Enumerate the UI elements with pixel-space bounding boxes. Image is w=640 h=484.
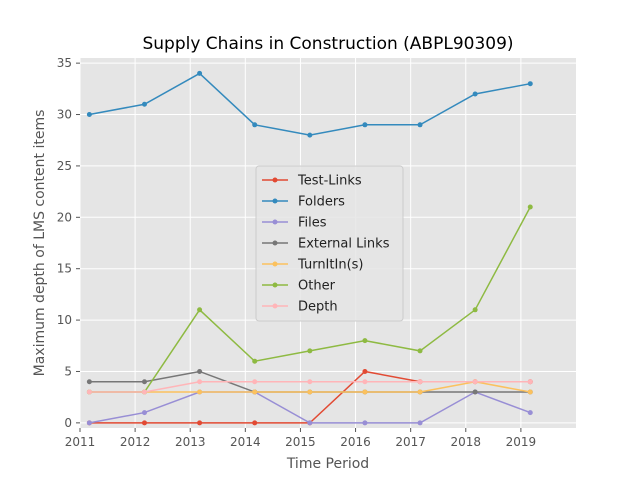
data-point [307, 348, 313, 354]
data-point [197, 307, 203, 313]
data-point [362, 368, 368, 374]
data-point [472, 307, 478, 313]
legend-swatch-marker [272, 219, 278, 225]
data-point [197, 379, 203, 385]
legend: Test-Links Folders Files External Links Turn… [255, 165, 404, 322]
legend-label: Test-Links [297, 174, 362, 189]
legend-item: Other [262, 279, 336, 294]
legend-swatch-marker [272, 198, 278, 204]
data-point [417, 420, 423, 426]
data-point [527, 389, 533, 395]
legend-label: Folders [298, 195, 345, 210]
data-point [86, 389, 92, 395]
x-tick-label: 2016 [340, 435, 371, 449]
data-point [362, 379, 368, 385]
data-point [141, 420, 147, 426]
legend-label: Depth [298, 300, 338, 315]
x-tick-label: 2015 [285, 435, 316, 449]
legend-swatch-marker [272, 261, 278, 267]
data-point [417, 379, 423, 385]
data-point [197, 368, 203, 374]
data-point [86, 420, 92, 426]
y-tick-label: 20 [57, 210, 72, 224]
legend-item: Depth [262, 300, 338, 315]
data-point [307, 420, 313, 426]
axis-ticks: 2011 2012 2013 2014 2015 2016 2017 2018 20190510… [57, 56, 536, 449]
legend-swatch-marker [272, 177, 278, 183]
data-point [307, 389, 313, 395]
data-point [527, 410, 533, 416]
y-tick-label: 0 [64, 416, 72, 430]
data-point [86, 379, 92, 385]
series-other [86, 204, 533, 395]
x-tick-label: 2013 [175, 435, 206, 449]
x-axis-label: Time Period [286, 456, 369, 472]
series-folders [86, 70, 533, 138]
x-tick-label: 2012 [120, 435, 151, 449]
data-point [197, 420, 203, 426]
legend-item: Folders [262, 195, 345, 210]
y-tick-label: 30 [57, 108, 72, 122]
legend-item: TurnItIn(s) [262, 258, 363, 273]
data-point [86, 112, 92, 118]
x-tick-label: 2011 [65, 435, 96, 449]
data-point [417, 122, 423, 128]
data-point [307, 132, 313, 138]
data-point [252, 358, 258, 364]
data-point [362, 420, 368, 426]
y-tick-label: 10 [57, 313, 72, 327]
legend-swatch-marker [272, 282, 278, 288]
x-tick-label: 2018 [451, 435, 482, 449]
series-depth [86, 379, 533, 395]
legend-label: Files [298, 216, 327, 231]
legend-item: External Links [262, 237, 390, 252]
y-tick-label: 5 [64, 364, 72, 378]
series-lines [86, 70, 533, 426]
y-tick-label: 35 [57, 56, 72, 70]
data-point [141, 410, 147, 416]
data-point [252, 420, 258, 426]
legend-swatch-marker [272, 240, 278, 246]
data-point [197, 389, 203, 395]
legend-item: Files [262, 216, 327, 231]
data-point [362, 389, 368, 395]
data-point [472, 379, 478, 385]
data-point [527, 379, 533, 385]
data-point [252, 379, 258, 385]
legend-label: TurnItIn(s) [297, 258, 363, 273]
data-point [417, 389, 423, 395]
legend-swatch-marker [272, 303, 278, 309]
legend-box [255, 165, 404, 322]
data-point [197, 70, 203, 76]
legend-item: Test-Links [262, 174, 362, 189]
data-point [141, 101, 147, 107]
x-tick-label: 2019 [506, 435, 537, 449]
data-point [527, 81, 533, 87]
legend-label: Other [298, 279, 336, 294]
data-point [362, 122, 368, 128]
x-tick-label: 2014 [230, 435, 261, 449]
data-point [472, 389, 478, 395]
y-axis-label: Maximum depth of LMS content items [32, 110, 48, 377]
data-point [527, 204, 533, 210]
x-tick-label: 2017 [395, 435, 426, 449]
data-point [252, 122, 258, 128]
y-tick-label: 25 [57, 159, 72, 173]
data-point [141, 389, 147, 395]
data-point [252, 389, 258, 395]
data-point [307, 379, 313, 385]
data-point [417, 348, 423, 354]
data-point [362, 338, 368, 344]
data-point [472, 91, 478, 97]
y-tick-label: 15 [57, 262, 72, 276]
chart-title: Supply Chains in Construction (ABPL90309… [142, 34, 513, 54]
data-point [141, 379, 147, 385]
legend-label: External Links [298, 237, 390, 252]
